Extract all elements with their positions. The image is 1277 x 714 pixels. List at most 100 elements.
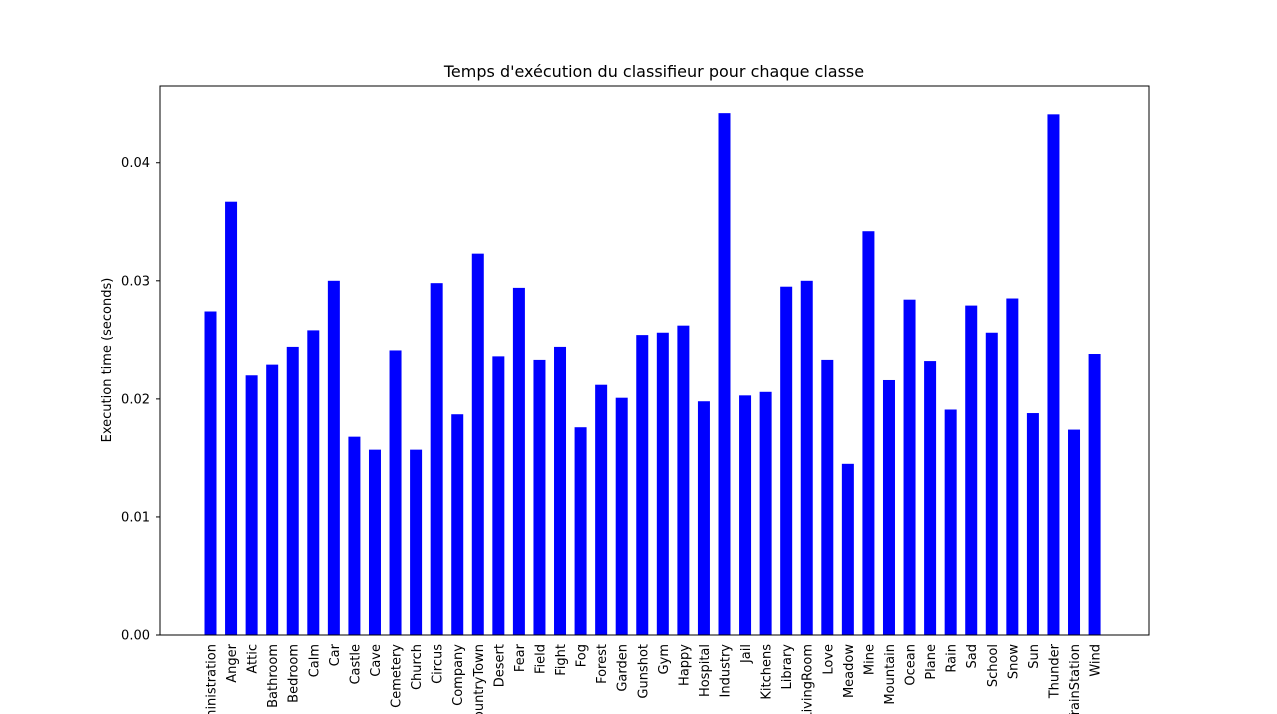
bar-castle xyxy=(348,436,361,635)
x-tick-label: Rain xyxy=(945,644,960,673)
bar-church xyxy=(410,449,423,635)
bar-bathroom xyxy=(266,364,279,635)
bar-livingroom xyxy=(800,280,813,635)
y-tick-label: 0.03 xyxy=(121,274,150,289)
plot-area xyxy=(159,85,1150,636)
x-tick-label: Bathroom xyxy=(266,644,281,708)
x-tick-label: Jail xyxy=(739,644,754,664)
bar-gym xyxy=(656,332,669,635)
x-tick-label: Mine xyxy=(862,644,877,675)
y-tick-label: 0.04 xyxy=(121,156,150,171)
bar-field xyxy=(533,359,546,635)
x-tick-label: Gunshot xyxy=(636,644,651,699)
bar-kitchens xyxy=(759,391,772,635)
x-tick-label: Sad xyxy=(965,644,980,668)
x-tick-label: Hospital xyxy=(698,644,713,697)
y-tick-label: 0.00 xyxy=(121,629,150,644)
x-axis: Administration Anger Attic Bathroom Bedroom C… xyxy=(205,643,1104,714)
x-tick-label: Bedroom xyxy=(287,644,302,703)
x-tick-label: Field xyxy=(533,644,548,674)
bar-sad xyxy=(965,305,978,635)
bar-bedroom xyxy=(286,346,299,635)
bar-administration xyxy=(204,311,217,635)
bar-fear xyxy=(512,287,525,635)
x-tick-label: Snow xyxy=(1006,644,1021,679)
x-tick-label: Circus xyxy=(431,644,446,684)
bar-meadow xyxy=(841,463,854,635)
x-tick-label: CountryTown xyxy=(472,644,487,714)
bar-jail xyxy=(739,395,752,635)
bar-garden xyxy=(615,397,628,635)
bar-circus xyxy=(430,283,443,635)
x-tick-label: Happy xyxy=(677,644,692,686)
bar-wind xyxy=(1088,354,1101,635)
x-tick-label: Garden xyxy=(616,644,631,692)
x-tick-label: Castle xyxy=(348,644,363,685)
bar-countrytown xyxy=(471,253,484,635)
x-tick-label: Thunder xyxy=(1047,643,1062,699)
bar-school xyxy=(985,332,998,635)
bar-mountain xyxy=(882,379,895,635)
bar-plane xyxy=(924,361,937,635)
bar-fog xyxy=(574,427,587,635)
x-tick-label: Library xyxy=(780,644,795,690)
x-tick-label: Ocean xyxy=(904,644,919,686)
x-tick-label: Wind xyxy=(1089,644,1104,677)
x-tick-label: Car xyxy=(328,643,343,666)
bar-anger xyxy=(225,201,238,635)
bar-industry xyxy=(718,113,731,635)
bar-rain xyxy=(944,409,957,635)
x-tick-label: Calm xyxy=(307,644,322,677)
x-tick-label: Love xyxy=(821,644,836,675)
bar-mine xyxy=(862,231,875,635)
bar-fight xyxy=(554,346,567,635)
y-axis: 0.00 0.01 0.02 0.03 0.04 xyxy=(121,156,160,644)
bar-thunder xyxy=(1047,114,1060,636)
bar-snow xyxy=(1006,298,1019,635)
bar-cemetery xyxy=(389,350,402,635)
x-tick-label: Anger xyxy=(225,643,240,682)
bar-cave xyxy=(368,449,381,635)
bar-sun xyxy=(1026,413,1039,635)
x-tick-label: Cemetery xyxy=(390,644,405,708)
bar-desert xyxy=(492,356,505,635)
x-tick-label: Cave xyxy=(369,644,384,677)
x-tick-label: Attic xyxy=(246,644,261,674)
x-tick-label: Administration xyxy=(205,644,220,714)
bar-hospital xyxy=(697,401,710,635)
bar-trainstation xyxy=(1068,429,1081,635)
y-tick-label: 0.02 xyxy=(121,392,150,407)
bar-calm xyxy=(307,330,320,635)
x-tick-label: Plane xyxy=(924,644,939,680)
axes-frame xyxy=(159,85,1150,636)
x-tick-label: Kitchens xyxy=(760,644,775,700)
bar-company xyxy=(451,414,464,635)
bar-happy xyxy=(677,325,690,635)
x-tick-label: Company xyxy=(451,644,466,706)
x-tick-label: Forest xyxy=(595,644,610,684)
x-tick-label: Gym xyxy=(657,644,672,674)
x-tick-label: Desert xyxy=(492,644,507,687)
bar-car xyxy=(327,280,340,635)
bars-group xyxy=(204,113,1101,636)
x-tick-label: TrainStation xyxy=(1068,644,1083,714)
x-tick-label: Meadow xyxy=(842,644,857,698)
x-tick-label: Fear xyxy=(513,643,528,672)
x-tick-label: Fog xyxy=(575,644,590,667)
bar-forest xyxy=(595,384,608,635)
x-tick-label: Industry xyxy=(719,644,734,698)
x-tick-label: School xyxy=(986,644,1001,687)
x-tick-label: Fight xyxy=(554,644,569,676)
x-tick-label: LivingRoom xyxy=(801,644,816,714)
bar-gunshot xyxy=(636,335,649,635)
bar-library xyxy=(780,286,793,635)
chart-title: Temps d'exécution du classifieur pour ch… xyxy=(443,62,864,81)
x-tick-label: Church xyxy=(410,644,425,690)
y-axis-label: Execution time (seconds) xyxy=(100,278,115,443)
y-tick-label: 0.01 xyxy=(121,510,150,525)
bar-attic xyxy=(245,375,258,635)
x-tick-label: Mountain xyxy=(883,644,898,705)
bar-ocean xyxy=(903,299,916,635)
bar-love xyxy=(821,359,834,635)
